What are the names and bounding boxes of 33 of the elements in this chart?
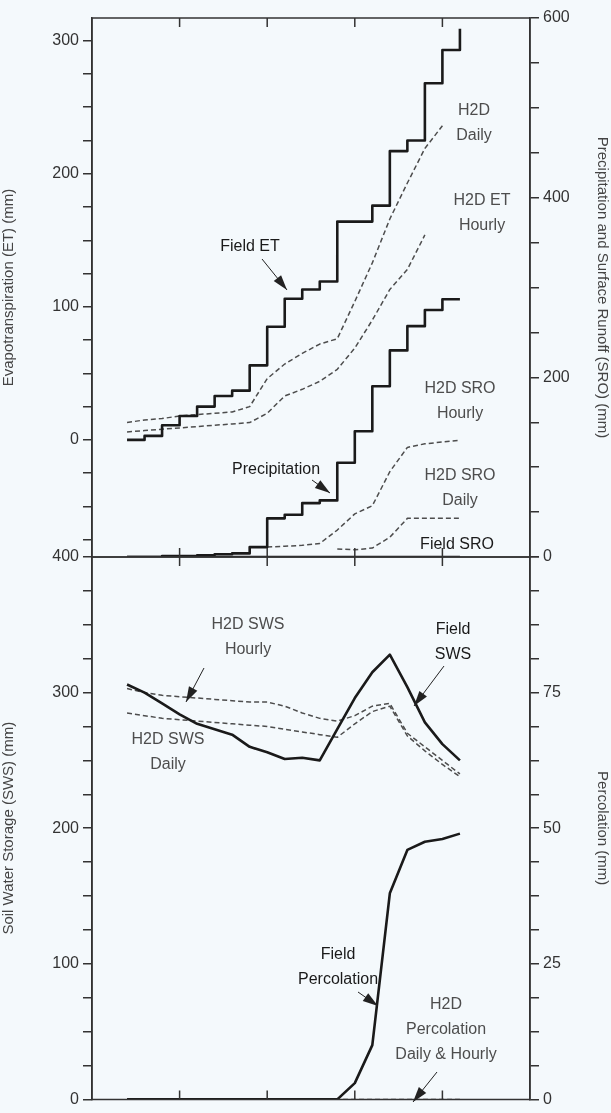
y2-axis-title: Precipitation and Surface Runoff (SRO) (mm) (594, 136, 611, 439)
text: Field SWS (434, 620, 472, 663)
y-tick-label: 400 (52, 547, 80, 565)
y-tick-label: 300 (52, 31, 80, 49)
y-axis-title: Soil Water Storage (SWS) (mm) (0, 721, 17, 935)
y-tick-label: 100 (52, 954, 80, 972)
text: Field ET (220, 237, 281, 255)
y2-tick-label: 25 (543, 954, 561, 972)
series-label: H2D SWS Daily (131, 730, 205, 773)
series-label: H2D SRO Hourly (424, 379, 496, 422)
y-tick-label: 300 (52, 683, 80, 701)
text: H2D SWS Hourly (211, 615, 285, 658)
y-tick-label: 0 (70, 1089, 80, 1107)
y2-tick-label: 600 (543, 8, 570, 26)
y2-tick-label: 75 (543, 683, 561, 701)
text: H2D Percolation Daily & Hourly (395, 995, 497, 1063)
series-label: H2D Daily (456, 101, 492, 144)
series-label: H2D ET Hourly (453, 191, 511, 234)
y2-tick-label: 400 (543, 188, 570, 206)
y2-axis-title: Percolation (mm) (594, 771, 611, 886)
series-label: Field Percolation (297, 945, 379, 988)
series-label: Precipitation (231, 460, 321, 478)
series-label: Field SRO (420, 535, 494, 553)
y-tick-label: 100 (52, 297, 80, 315)
y-tick-label: 200 (52, 818, 80, 836)
y-tick-label: 200 (52, 164, 80, 182)
y-tick-label: 0 (70, 430, 80, 448)
y2-tick-label: 50 (543, 818, 561, 836)
series-label: H2D SRO Daily (424, 466, 496, 509)
y-axis-title: Evapotranspiration (ET) (mm) (0, 188, 17, 387)
y2-tick-label: 0 (543, 1089, 552, 1107)
y2-tick-label: 0 (543, 547, 552, 565)
y2-tick-label: 200 (543, 367, 570, 385)
